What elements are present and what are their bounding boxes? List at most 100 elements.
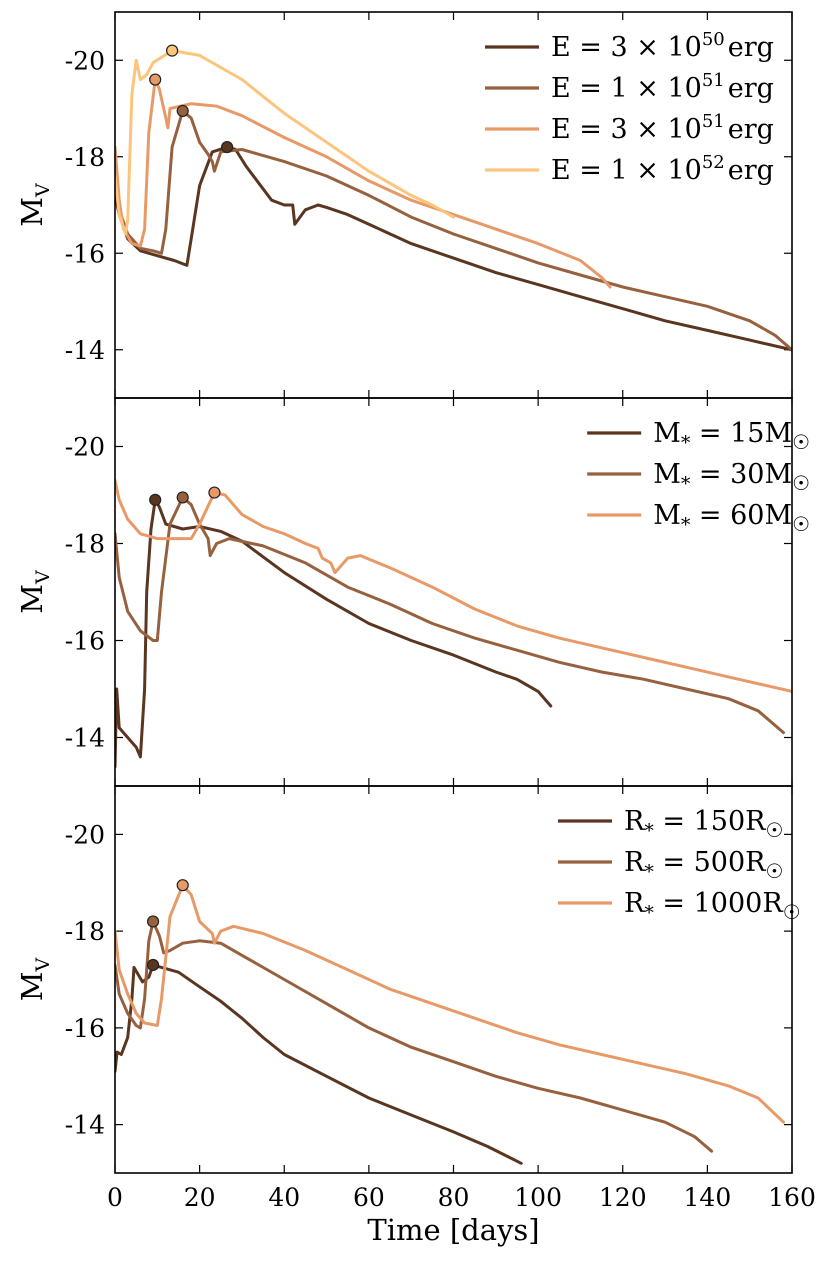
legend-text-post: erg [728, 155, 774, 186]
legend-text-post: = 500R [654, 847, 766, 878]
series-line-3 [115, 49, 455, 236]
series-line-2 [115, 883, 785, 1124]
xtick-label: 100 [514, 1183, 562, 1212]
peak-marker-3 [166, 44, 179, 57]
y-axis-label-main: M [15, 584, 49, 614]
legend-entry-0: E = 3 × 1050 erg [551, 29, 774, 63]
legend-entry-3: E = 1 × 1052 erg [551, 152, 774, 186]
legend-text-pre: M [653, 459, 681, 490]
sun-symbol: ☉ [792, 430, 810, 454]
legend-subscript: * [681, 432, 691, 454]
legend-text-pre: R [624, 888, 645, 919]
ytick-label: -14 [65, 1111, 105, 1140]
series-group [115, 478, 792, 769]
legend-entry-0: R* = 150R☉ [624, 806, 783, 842]
xtick-label: 60 [353, 1183, 385, 1212]
y-axis-label: MV [15, 183, 54, 227]
legend-exponent: 52 [702, 152, 725, 173]
xtick-label: 140 [684, 1183, 732, 1212]
y-axis-label-main: M [15, 197, 49, 227]
series-line-1 [115, 109, 792, 352]
legend-text-post: = 150R [654, 806, 766, 837]
peak-marker-1 [176, 491, 189, 504]
legend-subscript: * [681, 514, 691, 536]
ytick-label: -20 [65, 820, 105, 849]
plot-frame [114, 11, 793, 399]
y-axis-label: MV [15, 570, 54, 614]
ytick-label: -16 [65, 239, 105, 268]
legend-text-post: = 60M [690, 500, 792, 531]
legend-entry-1: E = 1 × 1051 erg [551, 70, 774, 104]
series-line-0 [115, 145, 792, 352]
peak-marker-0 [221, 141, 234, 154]
peak-marker-2 [176, 879, 189, 892]
legend-text-pre: R [624, 847, 645, 878]
legend-text-pre: E = 3 × 10 [551, 114, 702, 145]
legend-text-post: = 15M [690, 418, 792, 449]
xtick-label: 120 [599, 1183, 647, 1212]
ytick-label: -14 [65, 724, 105, 753]
legend-entry-2: M* = 60M☉ [653, 500, 810, 536]
legend-text-pre: E = 1 × 10 [551, 155, 702, 186]
sun-symbol: ☉ [766, 818, 784, 842]
plot-frame [114, 397, 793, 787]
series-group [115, 883, 785, 1165]
y-axis-label: MV [15, 958, 54, 1002]
peak-marker-1 [176, 104, 189, 118]
ytick-label: -18 [65, 143, 105, 172]
ytick-label: -18 [65, 530, 105, 559]
ytick-label: -20 [65, 46, 105, 75]
legend-text-post: erg [728, 114, 774, 145]
y-axis-label-sub: V [32, 958, 54, 973]
sun-symbol: ☉ [766, 859, 784, 883]
legend-entry-1: R* = 500R☉ [624, 847, 783, 883]
legend-text-post: = 30M [690, 459, 792, 490]
legend-subscript: * [681, 473, 691, 495]
legend: M* = 15M☉M* = 30M☉M* = 60M☉ [587, 418, 810, 536]
xtick-label: 20 [184, 1183, 216, 1212]
ytick-label: -14 [65, 336, 105, 365]
legend-exponent: 50 [702, 29, 725, 50]
series-line-0 [115, 498, 553, 769]
panel-radius: -20 -18 -16 -14 0 20 40 60 80 100 120 140 160 Time [d… [15, 785, 816, 1247]
legend-text-pre: M [653, 418, 681, 449]
legend-text-post: = 1000R [654, 888, 784, 919]
legend-subscript: * [644, 861, 654, 883]
legend-exponent: 51 [702, 111, 725, 132]
plot-frame [114, 785, 793, 1174]
legend-text-post: erg [728, 73, 774, 104]
legend-entry-1: M* = 30M☉ [653, 459, 810, 495]
ytick-label: -16 [65, 1014, 105, 1043]
series-line-0 [115, 963, 523, 1165]
ytick-label: -16 [65, 627, 105, 656]
series-line-2 [115, 478, 792, 693]
legend-text-pre: E = 1 × 10 [551, 73, 702, 104]
x-axis-label: Time [days] [367, 1213, 539, 1247]
series-line-1 [115, 495, 785, 735]
legend-entry-2: R* = 1000R☉ [624, 888, 801, 924]
ytick-label: -20 [65, 433, 105, 462]
legend-text-pre: E = 3 × 10 [551, 32, 702, 63]
legend-subscript: * [644, 902, 654, 924]
peak-marker-2 [149, 73, 162, 86]
xtick-label: 40 [268, 1183, 300, 1212]
legend-exponent: 51 [702, 70, 725, 91]
legend-text-pre: M [653, 500, 681, 531]
legend-text-post: erg [728, 32, 774, 63]
series-line-2 [115, 78, 612, 289]
xtick-label: 160 [768, 1183, 816, 1212]
peak-marker-0 [146, 958, 160, 972]
peak-marker-0 [149, 493, 162, 506]
peak-marker-1 [146, 915, 160, 928]
sun-symbol: ☉ [792, 512, 810, 536]
legend-entry-0: M* = 15M☉ [653, 418, 810, 454]
y-axis-label-sub: V [32, 570, 54, 585]
legend-text-pre: R [624, 806, 645, 837]
xtick-label: 0 [107, 1183, 123, 1212]
legend: R* = 150R☉R* = 500R☉R* = 1000R☉ [558, 806, 801, 924]
xtick-label: 80 [438, 1183, 470, 1212]
legend-entry-2: E = 3 × 1051 erg [551, 111, 774, 145]
